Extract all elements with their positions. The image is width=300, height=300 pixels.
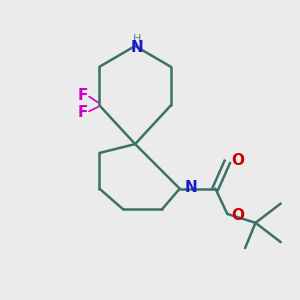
- Text: N: N: [130, 40, 143, 55]
- Text: O: O: [232, 153, 245, 168]
- Text: F: F: [78, 105, 88, 120]
- Text: O: O: [232, 208, 245, 223]
- Text: F: F: [78, 88, 88, 103]
- Text: N: N: [185, 180, 198, 195]
- Text: H: H: [132, 34, 141, 44]
